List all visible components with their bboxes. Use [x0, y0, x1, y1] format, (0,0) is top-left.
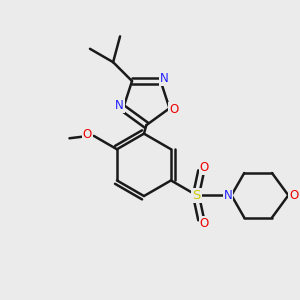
Text: O: O: [169, 103, 178, 116]
Text: O: O: [200, 217, 209, 230]
Text: O: O: [289, 189, 298, 202]
Text: N: N: [224, 189, 232, 202]
Text: O: O: [200, 161, 209, 174]
Text: N: N: [115, 99, 124, 112]
Text: O: O: [82, 128, 92, 141]
Text: S: S: [193, 189, 201, 202]
Text: N: N: [160, 72, 169, 85]
